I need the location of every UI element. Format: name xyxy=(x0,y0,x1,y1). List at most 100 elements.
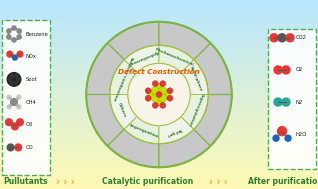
Circle shape xyxy=(274,66,282,74)
Bar xyxy=(0,91,318,92)
Wedge shape xyxy=(86,43,124,94)
Circle shape xyxy=(17,51,23,57)
Bar xyxy=(0,85,318,86)
Bar xyxy=(0,153,318,154)
Bar xyxy=(0,173,318,174)
Bar xyxy=(0,18,318,19)
Circle shape xyxy=(128,63,190,126)
Circle shape xyxy=(10,81,14,85)
Circle shape xyxy=(14,81,18,85)
Circle shape xyxy=(11,123,18,130)
Bar xyxy=(0,132,318,133)
Text: N2: N2 xyxy=(296,100,303,105)
Circle shape xyxy=(6,51,13,57)
Bar xyxy=(0,122,318,123)
Bar xyxy=(0,118,318,119)
Bar xyxy=(0,169,318,170)
Bar xyxy=(0,79,318,80)
Bar xyxy=(0,30,318,31)
Bar xyxy=(0,2,318,3)
Bar xyxy=(0,83,318,84)
Bar xyxy=(0,62,318,63)
Circle shape xyxy=(15,144,22,151)
Bar xyxy=(0,53,318,54)
Circle shape xyxy=(12,38,16,42)
Bar xyxy=(0,39,318,40)
Text: CO: CO xyxy=(26,145,34,150)
Bar xyxy=(0,88,318,89)
Bar xyxy=(0,188,318,189)
Bar xyxy=(0,22,318,23)
Bar xyxy=(0,77,318,78)
Bar xyxy=(0,87,318,88)
Bar xyxy=(0,55,318,56)
Bar xyxy=(0,76,318,77)
Bar xyxy=(0,185,318,186)
Bar xyxy=(0,99,318,100)
Bar xyxy=(0,147,318,148)
Bar xyxy=(0,102,318,103)
Wedge shape xyxy=(159,117,194,144)
Bar xyxy=(0,108,318,109)
Bar xyxy=(0,52,318,53)
Bar xyxy=(0,176,318,177)
Circle shape xyxy=(285,135,291,141)
Bar xyxy=(0,110,318,111)
Bar xyxy=(0,38,318,39)
Bar xyxy=(0,101,318,102)
Bar xyxy=(0,180,318,181)
Circle shape xyxy=(7,29,11,33)
Bar xyxy=(0,161,318,162)
Bar xyxy=(0,25,318,26)
Text: Mechanochemical: Mechanochemical xyxy=(154,48,195,67)
Bar xyxy=(0,115,318,116)
Bar xyxy=(0,57,318,58)
Circle shape xyxy=(274,98,282,106)
Circle shape xyxy=(5,119,12,125)
Bar xyxy=(0,10,318,11)
Bar xyxy=(0,19,318,20)
Bar xyxy=(0,135,318,136)
Circle shape xyxy=(159,87,167,95)
Bar xyxy=(0,90,318,91)
Bar xyxy=(0,140,318,141)
Bar xyxy=(0,32,318,33)
Circle shape xyxy=(160,81,166,87)
Bar xyxy=(0,70,318,71)
Wedge shape xyxy=(124,117,159,144)
Bar xyxy=(0,24,318,25)
Bar xyxy=(0,56,318,57)
Bar xyxy=(0,165,318,166)
Bar xyxy=(0,33,318,34)
Bar xyxy=(0,155,318,156)
Bar xyxy=(0,172,318,173)
Bar xyxy=(0,54,318,55)
Bar xyxy=(0,73,318,74)
Bar xyxy=(0,105,318,106)
Bar xyxy=(0,171,318,172)
Bar xyxy=(0,145,318,146)
Bar xyxy=(0,124,318,125)
Bar xyxy=(0,143,318,144)
Text: Pullutants: Pullutants xyxy=(3,177,47,187)
Bar xyxy=(0,27,318,28)
Bar xyxy=(0,183,318,184)
Bar xyxy=(0,13,318,14)
Circle shape xyxy=(86,22,232,167)
Circle shape xyxy=(152,102,158,108)
Bar xyxy=(0,28,318,29)
Bar xyxy=(0,81,318,82)
Circle shape xyxy=(282,98,290,106)
Circle shape xyxy=(155,98,163,106)
Bar xyxy=(0,106,318,107)
Circle shape xyxy=(17,29,21,33)
Bar xyxy=(0,94,318,95)
Circle shape xyxy=(7,73,21,86)
Bar xyxy=(0,148,318,149)
Bar xyxy=(0,31,318,32)
Circle shape xyxy=(145,95,151,101)
Bar xyxy=(0,114,318,115)
Bar xyxy=(0,152,318,153)
Bar xyxy=(0,42,318,43)
Bar xyxy=(0,141,318,142)
